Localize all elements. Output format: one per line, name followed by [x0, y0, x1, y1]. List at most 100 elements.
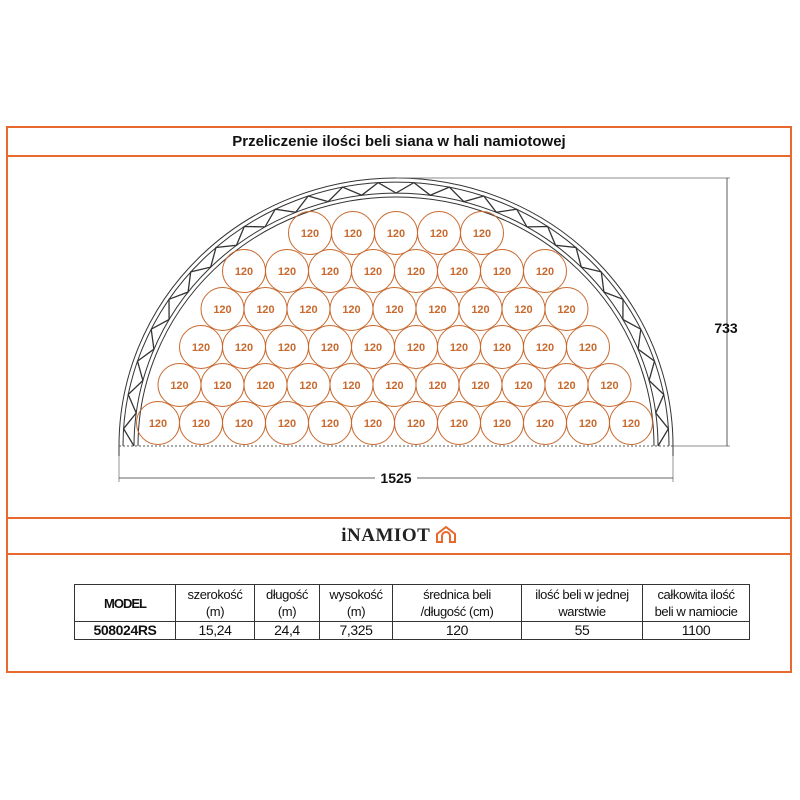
bale-label: 120: [430, 228, 448, 240]
bale-label: 120: [471, 304, 489, 316]
bale-label: 120: [170, 380, 188, 392]
bale-label: 120: [579, 418, 597, 430]
column-header-line: beli w namiocie: [654, 604, 738, 619]
bale-label: 120: [493, 266, 511, 278]
hay-bale: [523, 249, 567, 293]
house-logo-icon: [435, 525, 456, 543]
column-header-line: średnica beli: [423, 587, 491, 602]
bale-label: 120: [471, 380, 489, 392]
width-dimension-label: 1525: [380, 470, 411, 486]
bale-label: 120: [278, 418, 296, 430]
bale-label: 120: [450, 342, 468, 354]
bale-label: 120: [385, 380, 403, 392]
bale-label: 120: [493, 418, 511, 430]
table-cell: 15,24: [175, 621, 255, 640]
bale-label: 120: [342, 304, 360, 316]
table-cell: 24,4: [254, 621, 320, 640]
bale-label: 120: [579, 342, 597, 354]
bale-label: 120: [278, 342, 296, 354]
truss-lattice: [122, 181, 670, 447]
column-header: średnica beli/długość (cm): [392, 584, 522, 622]
bale-label: 120: [473, 228, 491, 240]
bale-label: 120: [321, 342, 339, 354]
bale-label: 120: [213, 380, 231, 392]
drawing-frame: Przeliczenie ilości beli siana w hali na…: [6, 126, 792, 673]
bale-label: 120: [321, 418, 339, 430]
column-header-line: (m): [277, 604, 297, 619]
spec-table: MODEL szerokość (m) długość (m) wysokość (m) śr…: [74, 584, 750, 640]
bale-label: 120: [536, 342, 554, 354]
logo-row: iNAMIOT: [8, 517, 790, 555]
column-header-line: ilość beli w jednej: [535, 587, 629, 602]
table-cell: 120: [392, 621, 522, 640]
bale-label: 120: [301, 228, 319, 240]
bale-label: 120: [622, 418, 640, 430]
bale-label: 120: [557, 304, 575, 316]
column-header-line: (m): [205, 604, 225, 619]
bale-label: 120: [235, 266, 253, 278]
column-header-line: wysokość: [329, 587, 383, 602]
bale-label: 120: [256, 304, 274, 316]
bale-label: 120: [407, 266, 425, 278]
column-header-line: długość: [265, 587, 308, 602]
bale-label: 120: [536, 266, 554, 278]
logo: iNAMIOT: [341, 525, 431, 546]
table-header-row: MODEL szerokość (m) długość (m) wysokość (m) śr…: [74, 584, 750, 622]
bale-label: 120: [600, 380, 618, 392]
bale-label: 120: [428, 380, 446, 392]
bale-label: 120: [344, 228, 362, 240]
column-header-line: (m): [346, 604, 366, 619]
bale-label: 120: [342, 380, 360, 392]
bale-label: 120: [407, 342, 425, 354]
table-row: 508024RS 15,24 24,4 7,325 120 55 1100: [74, 621, 750, 640]
column-header-line: /długość (cm): [420, 604, 494, 619]
table-cell: 55: [521, 621, 643, 640]
column-header: długość (m): [254, 584, 320, 622]
column-header: ilość beli w jednej warstwie: [521, 584, 643, 622]
bale-label: 120: [299, 380, 317, 392]
hay-bale: [544, 287, 589, 331]
column-header: wysokość (m): [319, 584, 393, 622]
bale-label: 120: [364, 266, 382, 278]
bale-label: 120: [407, 418, 425, 430]
bale-label: 120: [557, 380, 575, 392]
bale-label: 120: [364, 418, 382, 430]
bale-label: 120: [299, 304, 317, 316]
bale-label: 120: [256, 380, 274, 392]
column-header-line: MODEL: [104, 595, 147, 611]
bale-label: 120: [493, 342, 511, 354]
bale-label: 120: [235, 418, 253, 430]
bale-label: 120: [213, 304, 231, 316]
bale-label: 120: [149, 418, 167, 430]
bale-label: 120: [387, 228, 405, 240]
bale-label: 120: [192, 418, 210, 430]
bale-label: 120: [536, 418, 554, 430]
bale-label: 120: [450, 418, 468, 430]
hay-bale: [609, 401, 653, 445]
arch-line: [122, 181, 670, 447]
page-title: Przeliczenie ilości beli siana w hali na…: [8, 128, 790, 157]
bale-label: 120: [514, 304, 532, 316]
bale-label: 120: [428, 304, 446, 316]
table-cell: 7,325: [319, 621, 393, 640]
table-cell: 1100: [642, 621, 750, 640]
bale-label: 120: [321, 266, 339, 278]
bale-label: 120: [235, 342, 253, 354]
table-cell: 508024RS: [74, 621, 176, 640]
height-dimension-label: 733: [714, 320, 738, 336]
hay-bale: [587, 363, 632, 407]
column-header: całkowita ilość beli w namiocie: [642, 584, 750, 622]
column-header: szerokość (m): [175, 584, 255, 622]
hay-bale: [460, 211, 504, 255]
width-label-bg: [375, 468, 417, 486]
arch-line: [137, 196, 655, 447]
bale-label: 120: [450, 266, 468, 278]
column-header: MODEL: [74, 584, 176, 622]
bale-label: 120: [364, 342, 382, 354]
bale-label: 120: [385, 304, 403, 316]
hay-bale: [566, 325, 610, 369]
bale-label: 120: [278, 266, 296, 278]
bale-label: 120: [514, 380, 532, 392]
column-header-line: warstwie: [558, 604, 606, 619]
